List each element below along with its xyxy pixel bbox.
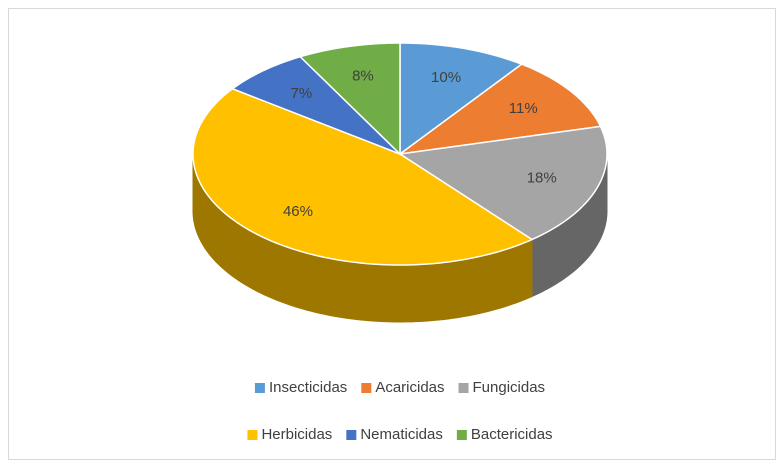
slice <box>230 55 401 155</box>
data-label: 7% <box>291 85 313 102</box>
slice <box>298 42 401 156</box>
data-label: 46% <box>283 203 313 220</box>
slice <box>192 87 534 266</box>
legend-swatch <box>361 383 372 393</box>
legend-swatch <box>456 430 467 440</box>
legend-swatch <box>346 430 357 440</box>
legend-label: Herbicidas <box>261 426 332 443</box>
legend-swatch <box>247 430 258 440</box>
legend-label: Bactericidas <box>471 426 553 443</box>
legend-swatch <box>458 383 469 393</box>
slice <box>399 42 524 156</box>
legend-label: Fungicidas <box>473 379 546 396</box>
slice <box>397 125 608 241</box>
data-label: 18% <box>527 170 557 187</box>
legend-label: Acaricidas <box>375 379 444 396</box>
slice <box>399 63 602 155</box>
legend-swatch <box>254 383 265 393</box>
data-label: 10% <box>431 69 461 86</box>
data-label: 8% <box>352 68 374 85</box>
legend-label: Insecticidas <box>269 379 347 396</box>
data-label: 11% <box>509 100 538 117</box>
legend-label: Nematicidas <box>360 426 443 443</box>
